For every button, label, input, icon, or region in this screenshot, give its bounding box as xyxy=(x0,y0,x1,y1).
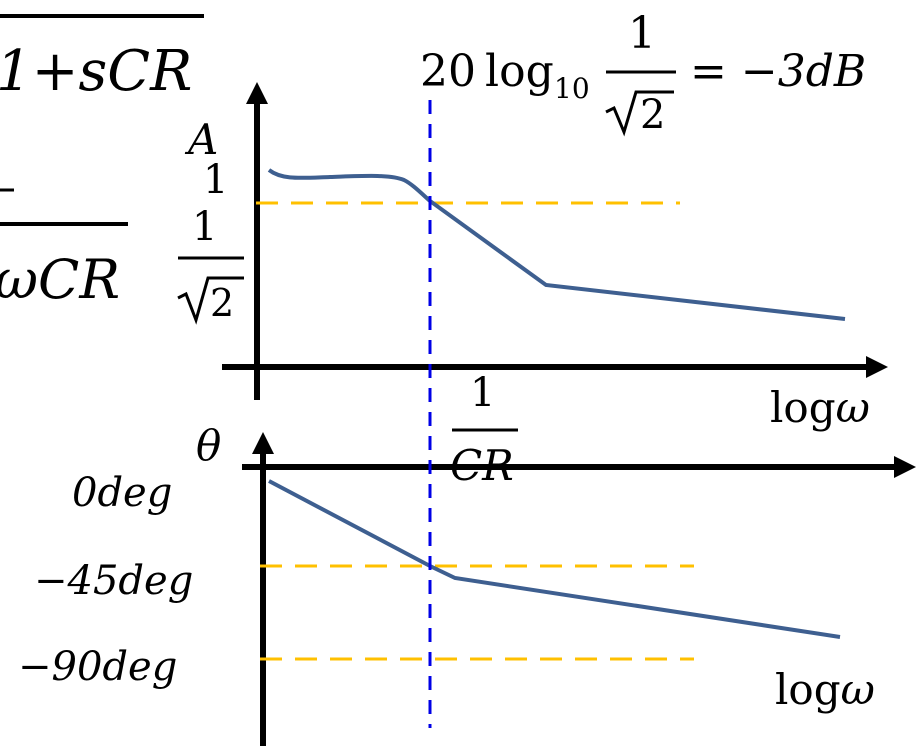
phase-x-arrowhead xyxy=(894,456,916,478)
magnitude-x-arrowhead xyxy=(866,356,888,378)
magnitude-curve xyxy=(267,168,846,321)
db-root-value: 2 xyxy=(640,92,665,138)
top-fraction-denominator: 1+sCR xyxy=(0,39,192,104)
db-prefix: 20 xyxy=(420,46,476,97)
magnitude-tick-sqrt-sign xyxy=(177,276,244,325)
phase-tick-0deg: 0deg xyxy=(72,470,172,516)
magnitude-x-label-log: logω xyxy=(770,383,870,432)
phase-tick-minus90deg: −90deg xyxy=(18,644,177,690)
magnitude-tick-inv-sqrt2-num: 1 xyxy=(192,204,217,250)
magnitude-y-label: A xyxy=(184,115,218,164)
magnitude-y-arrowhead xyxy=(246,82,268,104)
left-fraction-denominator: ωCR xyxy=(0,248,120,311)
phase-x-label-log: logω xyxy=(775,665,875,714)
phase-y-label: θ xyxy=(196,421,221,470)
db-numerator: 1 xyxy=(628,8,656,59)
phase-curve xyxy=(268,479,841,639)
db-result: = −3dB xyxy=(690,46,866,97)
phase-tick-minus45deg: −45deg xyxy=(34,558,193,604)
db-sqrt-sign xyxy=(605,90,674,137)
cutoff-numerator: 1 xyxy=(470,370,495,416)
magnitude-tick-inv-sqrt2-root: 2 xyxy=(210,281,234,325)
magnitude-tick-one: 1 xyxy=(203,157,228,203)
db-log: log xyxy=(485,46,554,97)
phase-y-arrowhead xyxy=(252,432,274,454)
db-log-base: 10 xyxy=(554,72,590,105)
